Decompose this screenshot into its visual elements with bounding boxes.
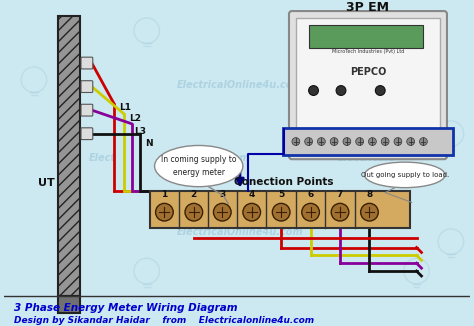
Circle shape — [407, 138, 415, 145]
Text: N: N — [145, 139, 153, 148]
Text: PEPCO: PEPCO — [350, 67, 386, 77]
Text: L3: L3 — [134, 127, 146, 136]
Text: Conection Points: Conection Points — [234, 177, 334, 187]
FancyBboxPatch shape — [309, 25, 423, 48]
Circle shape — [318, 138, 325, 145]
Text: ElectricalO: ElectricalO — [338, 153, 397, 163]
Text: IOnline4u.com: IOnline4u.com — [171, 153, 250, 163]
FancyBboxPatch shape — [81, 81, 93, 93]
Ellipse shape — [155, 145, 243, 187]
FancyBboxPatch shape — [150, 191, 410, 228]
Text: 8: 8 — [366, 190, 373, 200]
Text: UT: UT — [38, 178, 55, 188]
Circle shape — [302, 203, 319, 221]
Ellipse shape — [365, 162, 445, 188]
Text: L2: L2 — [129, 114, 141, 124]
Circle shape — [375, 86, 385, 96]
Text: 5: 5 — [278, 190, 284, 200]
FancyBboxPatch shape — [81, 57, 93, 69]
Circle shape — [309, 86, 319, 96]
Text: 7: 7 — [337, 190, 343, 200]
Circle shape — [356, 138, 364, 145]
Text: ElectricalOnline4u.com: ElectricalOnline4u.com — [177, 227, 303, 237]
FancyBboxPatch shape — [283, 128, 453, 155]
Circle shape — [305, 138, 312, 145]
Circle shape — [273, 203, 290, 221]
Circle shape — [419, 138, 428, 145]
Circle shape — [331, 203, 349, 221]
Text: MicroTech Industries (Pvt) Ltd: MicroTech Industries (Pvt) Ltd — [332, 49, 404, 54]
Circle shape — [368, 138, 376, 145]
Text: 3P EM: 3P EM — [346, 1, 390, 14]
Text: In coming supply to
energy meter: In coming supply to energy meter — [161, 155, 237, 177]
Text: 4: 4 — [248, 190, 255, 200]
FancyBboxPatch shape — [296, 18, 440, 135]
Text: L1: L1 — [119, 103, 131, 112]
FancyBboxPatch shape — [81, 104, 93, 116]
FancyBboxPatch shape — [58, 16, 80, 296]
Text: 2: 2 — [191, 190, 197, 200]
FancyBboxPatch shape — [289, 11, 447, 159]
FancyBboxPatch shape — [81, 128, 93, 140]
Text: 6: 6 — [308, 190, 314, 200]
Text: 3 Phase Energy Meter Wiring Diagram: 3 Phase Energy Meter Wiring Diagram — [14, 303, 238, 313]
Text: 3: 3 — [219, 190, 226, 200]
Text: ElectricalOnline4u.com: ElectricalOnline4u.com — [177, 80, 303, 90]
Circle shape — [155, 203, 173, 221]
Circle shape — [343, 138, 351, 145]
Circle shape — [330, 138, 338, 145]
FancyBboxPatch shape — [58, 296, 80, 313]
Circle shape — [243, 203, 261, 221]
Text: Design by Sikandar Haidar    from    Electricalonline4u.com: Design by Sikandar Haidar from Electrica… — [14, 316, 314, 325]
Circle shape — [292, 138, 300, 145]
Circle shape — [185, 203, 203, 221]
Circle shape — [381, 138, 389, 145]
Text: Out going supply to load.: Out going supply to load. — [361, 172, 449, 178]
Circle shape — [361, 203, 378, 221]
Text: Elect: Elect — [89, 153, 116, 163]
Circle shape — [394, 138, 402, 145]
Circle shape — [336, 86, 346, 96]
Text: 1: 1 — [161, 190, 167, 200]
Circle shape — [213, 203, 231, 221]
